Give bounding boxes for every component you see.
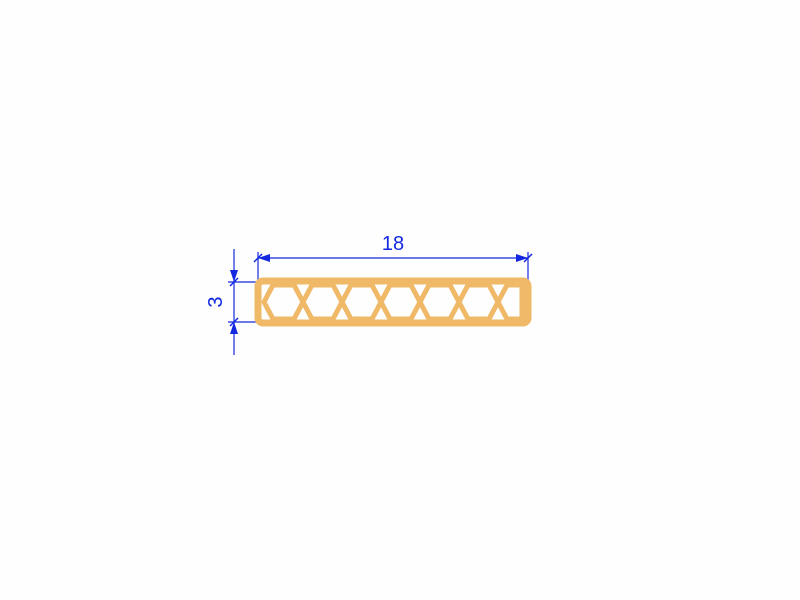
width-dimension-label: 18	[382, 233, 404, 255]
vertical-dimension: 3	[205, 249, 256, 355]
technical-drawing-svg: 18 3	[0, 0, 800, 600]
diagram-container: 18 3	[0, 0, 800, 600]
height-dimension-label: 3	[205, 296, 227, 307]
horizontal-dimension: 18	[254, 233, 532, 280]
honeycomb-pattern	[264, 285, 522, 319]
